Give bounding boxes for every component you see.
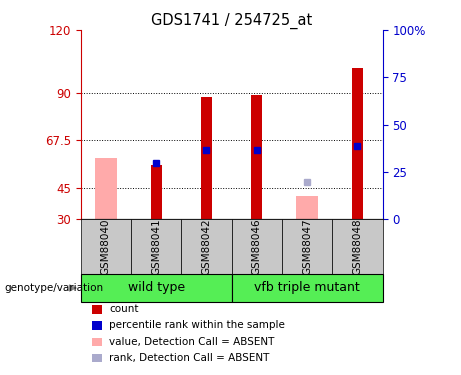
Bar — [181, 219, 231, 274]
Text: wild type: wild type — [128, 281, 185, 294]
Text: rank, Detection Call = ABSENT: rank, Detection Call = ABSENT — [109, 353, 270, 363]
Bar — [81, 219, 131, 274]
Bar — [131, 219, 181, 274]
Text: GSM88042: GSM88042 — [201, 218, 212, 275]
Bar — [352, 68, 363, 219]
Text: vfb triple mutant: vfb triple mutant — [254, 281, 360, 294]
Bar — [296, 196, 319, 219]
Text: GSM88041: GSM88041 — [151, 218, 161, 275]
Bar — [95, 158, 117, 219]
Bar — [231, 219, 282, 274]
Text: percentile rank within the sample: percentile rank within the sample — [109, 321, 285, 330]
Text: genotype/variation: genotype/variation — [5, 283, 104, 293]
Text: GSM88046: GSM88046 — [252, 218, 262, 275]
Bar — [81, 274, 231, 302]
Text: GSM88047: GSM88047 — [302, 218, 312, 275]
Text: GSM88048: GSM88048 — [353, 218, 362, 275]
Text: count: count — [109, 304, 139, 314]
Bar — [282, 219, 332, 274]
Bar — [332, 219, 383, 274]
Text: value, Detection Call = ABSENT: value, Detection Call = ABSENT — [109, 337, 275, 346]
Bar — [231, 274, 383, 302]
Bar — [201, 98, 212, 219]
Title: GDS1741 / 254725_at: GDS1741 / 254725_at — [151, 12, 312, 28]
Bar — [251, 95, 262, 219]
Bar — [151, 165, 162, 219]
Text: GSM88040: GSM88040 — [101, 218, 111, 275]
